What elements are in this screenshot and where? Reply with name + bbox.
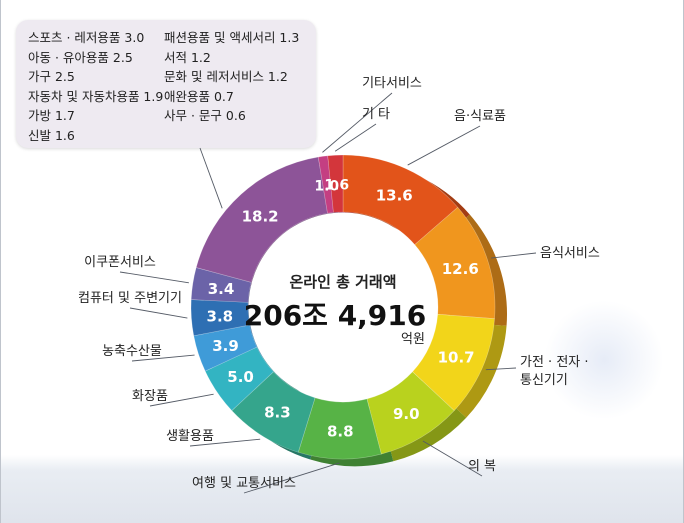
leader-line bbox=[243, 462, 340, 494]
slice-value-label: 9.0 bbox=[393, 405, 420, 423]
category-label: 기 타 bbox=[362, 107, 390, 122]
donut-slice bbox=[190, 267, 252, 303]
leader-line bbox=[485, 367, 517, 371]
legend-entry: 가구 2.5 bbox=[28, 69, 75, 84]
donut-slice bbox=[193, 324, 258, 372]
small-categories-legend: 스포츠 · 레저용품 3.0 아동 · 유아용품 2.5 가구 2.5 자동차 … bbox=[16, 20, 316, 148]
donut-slice bbox=[412, 313, 495, 412]
decorative-glow bbox=[544, 300, 664, 420]
category-label: 농축수산물 bbox=[102, 344, 162, 359]
legend-entry: 자동차 및 자동차용품 1.9 bbox=[28, 88, 164, 104]
slice-value-label: 5.0 bbox=[227, 368, 254, 386]
slice-value-label: 3.9 bbox=[212, 337, 239, 355]
legend-entry: 가방 1.7 bbox=[28, 108, 75, 123]
donut-slice bbox=[195, 156, 328, 283]
slice-value-label: 8.8 bbox=[327, 422, 354, 440]
donut-hole bbox=[248, 212, 438, 402]
category-label: 가전 · 전자 · bbox=[520, 355, 589, 370]
category-label: 생활용품 bbox=[166, 429, 214, 444]
category-label: 음식서비스 bbox=[540, 246, 600, 261]
donut-slice bbox=[342, 154, 459, 246]
category-label: 통신기기 bbox=[520, 373, 568, 388]
leader-line bbox=[334, 123, 377, 152]
leader-line bbox=[149, 393, 214, 407]
leader-line bbox=[119, 271, 189, 284]
center-total-unit: 억원 bbox=[401, 332, 425, 347]
donut-slice bbox=[414, 206, 496, 320]
legend-entry: 서적 1.2 bbox=[164, 49, 211, 65]
category-label: 화장품 bbox=[132, 389, 168, 404]
category-label: 기타서비스 bbox=[362, 76, 422, 91]
legend-entry: 아동 · 유아용품 2.5 bbox=[28, 49, 133, 65]
legend-column-right: 패션용품 및 액세서리 1.3 서적 1.2 문화 및 레저서비스 1.2 애완… bbox=[164, 28, 299, 126]
slice-value-label: 1.0 bbox=[314, 179, 339, 195]
donut-slice bbox=[204, 346, 274, 412]
legend-entry: 사무 · 문구 0.6 bbox=[164, 108, 246, 123]
leader-line bbox=[491, 252, 537, 259]
donut-slice bbox=[327, 154, 344, 213]
leader-line bbox=[322, 92, 393, 153]
legend-entry: 신발 1.6 bbox=[28, 127, 75, 143]
donut-slice bbox=[366, 371, 455, 455]
slice-value-label: 1.6 bbox=[324, 178, 349, 194]
category-label: 음·식료품 bbox=[454, 109, 506, 124]
slice-value-label: 13.6 bbox=[376, 187, 413, 205]
category-label: 여행 및 교통서비스 bbox=[192, 475, 296, 491]
legend-entry: 문화 및 레저서비스 1.2 bbox=[164, 69, 288, 84]
leader-line bbox=[131, 354, 195, 362]
donut-slice bbox=[317, 155, 334, 214]
legend-entry: 스포츠 · 레저용품 3.0 bbox=[28, 30, 145, 45]
legend-leader-line bbox=[199, 147, 223, 209]
slice-value-label: 18.2 bbox=[242, 207, 279, 225]
center-title: 온라인 총 거래액 bbox=[289, 273, 396, 291]
center-total-value: 206조 4,916 bbox=[244, 299, 427, 332]
slice-value-label: 3.8 bbox=[207, 308, 234, 326]
category-label: 컴퓨터 및 주변기기 bbox=[78, 291, 182, 306]
legend-entry: 패션용품 및 액세서리 1.3 bbox=[164, 30, 300, 45]
category-label: 이쿠폰서비스 bbox=[84, 255, 156, 270]
category-label: 의 복 bbox=[468, 459, 496, 474]
leader-line bbox=[189, 438, 261, 447]
slice-value-label: 8.3 bbox=[264, 404, 291, 422]
slice-value-label: 12.6 bbox=[442, 260, 479, 278]
slice-value-label: 3.4 bbox=[208, 280, 235, 298]
leader-line bbox=[129, 307, 188, 319]
legend-entry: 애완용품 0.7 bbox=[164, 88, 234, 104]
slice-value-label: 10.7 bbox=[438, 349, 475, 367]
leader-line bbox=[407, 125, 481, 166]
legend-column-left: 스포츠 · 레저용품 3.0 아동 · 유아용품 2.5 가구 2.5 자동차 … bbox=[28, 28, 163, 145]
leader-line bbox=[422, 440, 483, 477]
